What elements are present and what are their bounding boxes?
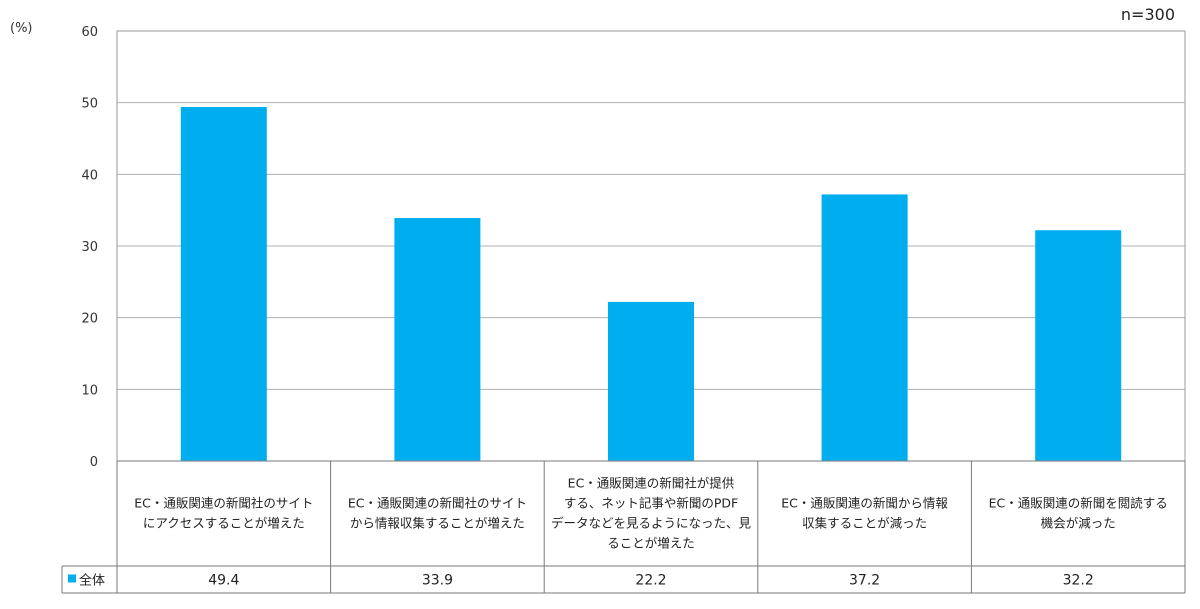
y-axis: 0 10 20 30 40 50 60 xyxy=(81,25,1186,470)
data-value-label: 22.2 xyxy=(635,573,666,589)
y-tick-label: 30 xyxy=(81,240,98,255)
sample-size-label: n=300 xyxy=(1121,5,1175,24)
y-tick-label: 60 xyxy=(81,25,98,40)
legend-swatch xyxy=(68,574,76,583)
x-category-label: EC・通販関連の新聞社が提供する、ネット記事や新聞のPDF データなどを見るように… xyxy=(551,476,752,551)
y-tick-label: 0 xyxy=(90,455,98,470)
y-tick-label: 40 xyxy=(81,168,98,183)
y-unit-label: (%) xyxy=(10,21,33,36)
bar xyxy=(394,218,481,461)
data-value-label: 33.9 xyxy=(422,573,453,589)
bar xyxy=(180,106,267,461)
data-table: EC・通販関連の新聞社のサイトにアクセスすることが増えた EC・通販関連の新聞社の… xyxy=(61,460,1186,594)
x-category-label: EC・通販関連の新聞社のサイトから情報収集することが増えた xyxy=(348,496,527,531)
data-value-label: 49.4 xyxy=(208,573,239,589)
bars xyxy=(180,106,1122,461)
data-value-label: 32.2 xyxy=(1063,573,1094,589)
data-value-label: 37.2 xyxy=(849,573,880,589)
x-category-label: EC・通販関連の新聞を閲読する機会が減った xyxy=(989,496,1168,531)
y-tick-label: 50 xyxy=(81,97,98,112)
legend-label: 全体 xyxy=(79,573,105,589)
bar xyxy=(1035,230,1122,461)
x-category-label: EC・通販関連の新聞から情報収集することが減った xyxy=(781,496,948,531)
x-category-label: EC・通販関連の新聞社のサイトにアクセスすることが増えた xyxy=(134,496,313,531)
y-tick-label: 20 xyxy=(81,312,98,327)
bar xyxy=(821,194,908,461)
y-tick-label: 10 xyxy=(81,383,98,398)
bar xyxy=(608,301,694,461)
